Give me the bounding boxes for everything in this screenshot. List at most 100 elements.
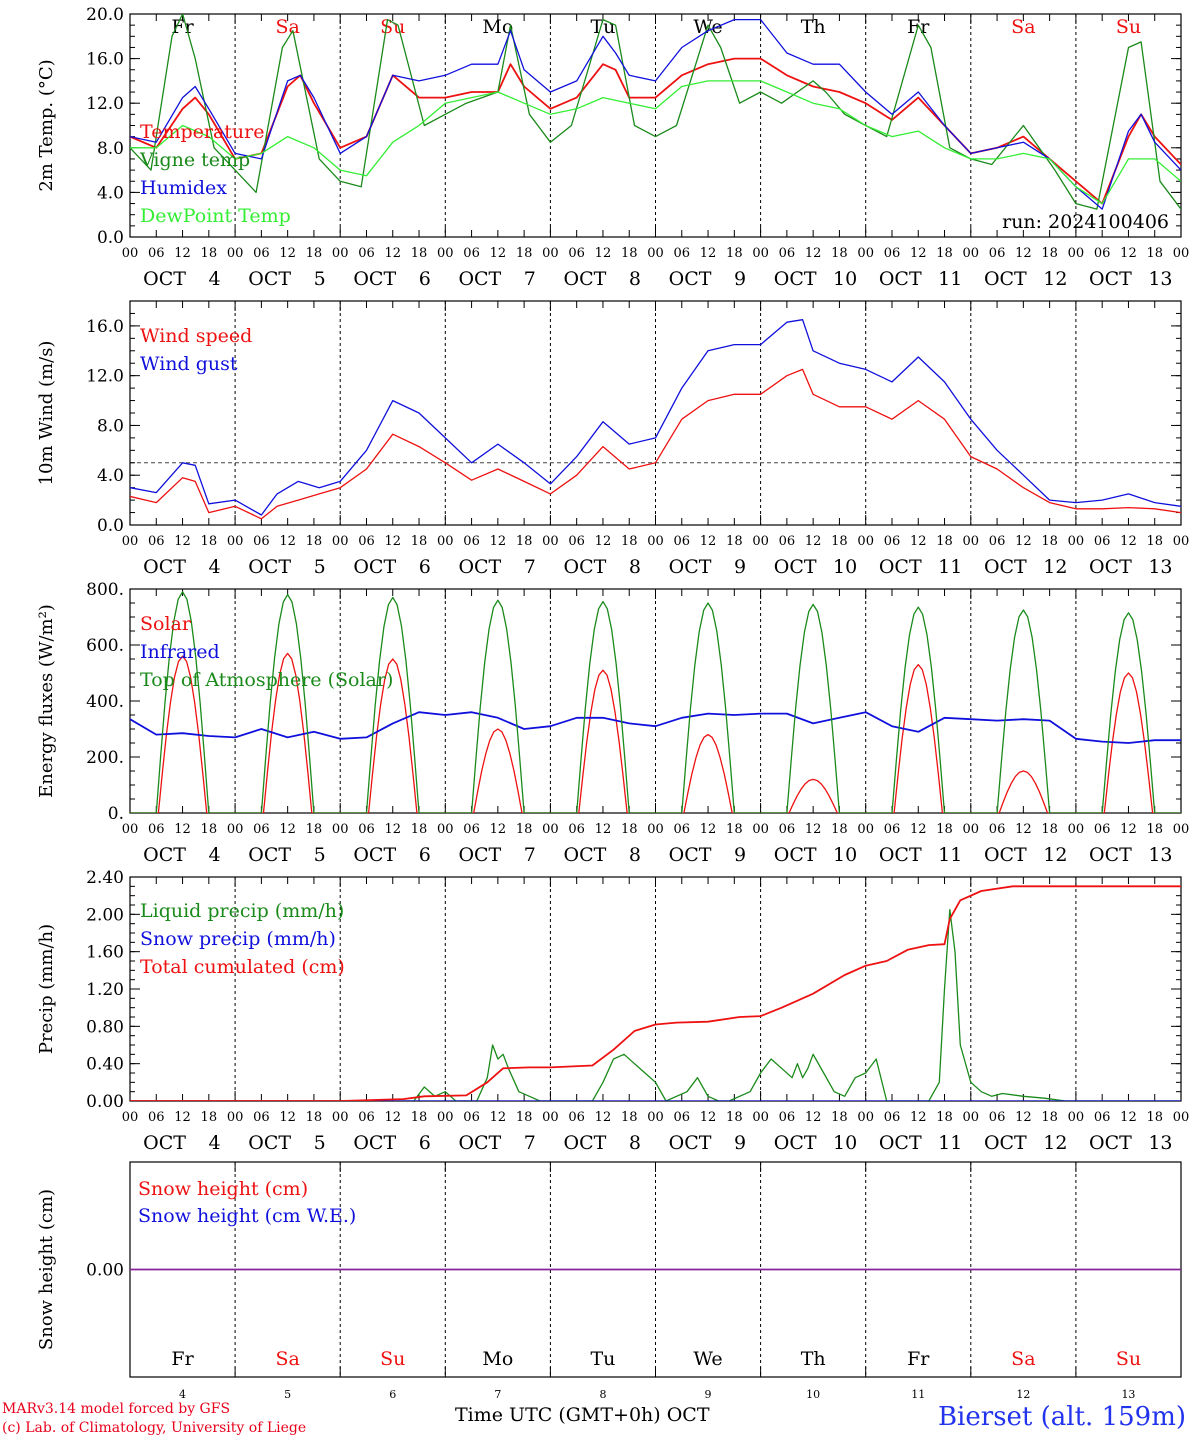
month-label: OCT (458, 1132, 501, 1154)
hour-tick-label: 06 (568, 822, 585, 837)
hour-tick-label: 06 (463, 534, 480, 549)
hour-tick-label: 18 (936, 534, 953, 549)
day-number-label: 13 (1148, 1132, 1172, 1154)
hour-tick-label: 18 (516, 246, 533, 261)
day-number-label: 10 (833, 1132, 857, 1154)
hour-tick-label: 18 (411, 822, 428, 837)
day-number-label: 12 (1016, 1388, 1030, 1401)
hour-tick-label: 12 (1015, 822, 1032, 837)
hour-tick-label: 18 (516, 822, 533, 837)
hour-tick-label: 18 (936, 246, 953, 261)
hour-tick-label: 18 (1041, 1110, 1058, 1125)
weekday-label: Su (1116, 1348, 1141, 1370)
weekday-label: Mo (482, 16, 513, 38)
hour-tick-label: 00 (647, 822, 664, 837)
weekday-label: Sa (1011, 1348, 1035, 1370)
hour-tick-label: 12 (490, 1110, 507, 1125)
day-number-label: 7 (524, 556, 536, 578)
y-tick-label: 0.0 (97, 228, 124, 248)
weekday-label: Sa (1011, 16, 1035, 38)
month-label: OCT (353, 844, 396, 866)
series-line-3 (130, 591, 1181, 813)
hour-tick-label: 12 (595, 246, 612, 261)
month-label: OCT (143, 268, 186, 290)
month-label: OCT (353, 1132, 396, 1154)
hour-tick-label: 12 (490, 246, 507, 261)
month-label: OCT (774, 268, 817, 290)
day-number-label: 11 (938, 556, 962, 578)
hour-tick-label: 00 (963, 1110, 980, 1125)
y-axis-label: Precip (mm/h) (36, 924, 57, 1054)
hour-tick-label: 00 (542, 246, 559, 261)
month-label: OCT (1089, 1132, 1132, 1154)
hour-tick-label: 18 (936, 822, 953, 837)
hour-tick-label: 00 (857, 822, 874, 837)
hour-tick-label: 12 (700, 534, 717, 549)
day-number-label: 6 (419, 844, 431, 866)
series-line-3 (130, 18, 1181, 210)
hour-tick-label: 12 (1015, 1110, 1032, 1125)
y-tick-label: 0. (108, 804, 124, 824)
hour-tick-label: 18 (201, 246, 218, 261)
hour-tick-label: 00 (1068, 534, 1085, 549)
hour-tick-label: 12 (384, 246, 401, 261)
hour-tick-label: 06 (463, 246, 480, 261)
hour-tick-label: 00 (647, 246, 664, 261)
panel-1: 0.0 4.0 8.0 12.0 16.0 20.0 2m Temp. (°C) 00 06 12… (36, 5, 1189, 290)
month-label: OCT (143, 1132, 186, 1154)
y-tick-label: 16.0 (86, 317, 124, 337)
panel-5: 0.00 Snow height (cm) 4 5 6 7 8 9 10 11 12 13 Fr Sa Su… (36, 1161, 1182, 1401)
hour-tick-label: 12 (910, 1110, 927, 1125)
weekday-label: Su (380, 1348, 405, 1370)
hour-tick-label: 06 (463, 1110, 480, 1125)
month-label: OCT (143, 844, 186, 866)
hour-tick-label: 00 (857, 246, 874, 261)
hour-tick-label: 06 (148, 1110, 165, 1125)
hour-tick-label: 00 (1068, 822, 1085, 837)
hour-tick-label: 18 (621, 822, 638, 837)
month-label: OCT (1089, 268, 1132, 290)
hour-tick-label: 06 (884, 534, 901, 549)
hour-tick-label: 12 (279, 822, 296, 837)
day-number-label: 4 (209, 556, 221, 578)
month-label: OCT (143, 556, 186, 578)
hour-tick-label: 00 (437, 822, 454, 837)
day-number-label: 9 (734, 844, 746, 866)
hour-tick-label: 06 (568, 246, 585, 261)
weekday-label: Th (801, 1348, 826, 1370)
day-number-label: 4 (209, 844, 221, 866)
hour-tick-label: 12 (384, 1110, 401, 1125)
day-number-label: 5 (284, 1388, 291, 1401)
hour-tick-label: 00 (963, 822, 980, 837)
hour-tick-label: 18 (411, 1110, 428, 1125)
hour-tick-label: 06 (1094, 1110, 1111, 1125)
hour-tick-label: 18 (201, 534, 218, 549)
day-number-label: 9 (734, 1132, 746, 1154)
hour-tick-label: 06 (674, 246, 691, 261)
weekday-label: Th (801, 16, 826, 38)
weekday-label: Su (1116, 16, 1141, 38)
hour-tick-label: 12 (1015, 246, 1032, 261)
hour-tick-label: 00 (332, 534, 349, 549)
hour-tick-label: 00 (227, 534, 244, 549)
hour-tick-label: 06 (884, 822, 901, 837)
y-tick-label: 12.0 (86, 367, 124, 387)
hour-tick-label: 00 (227, 822, 244, 837)
day-number-label: 5 (314, 556, 326, 578)
hour-tick-label: 00 (542, 822, 559, 837)
weekday-label: Sa (275, 1348, 299, 1370)
hour-tick-label: 06 (358, 822, 375, 837)
day-number-label: 9 (734, 268, 746, 290)
legend-entry: Wind speed (140, 325, 252, 347)
hour-tick-label: 00 (1173, 1110, 1190, 1125)
hour-tick-label: 12 (279, 534, 296, 549)
hour-tick-label: 12 (910, 246, 927, 261)
day-number-label: 7 (524, 844, 536, 866)
y-tick-label: 4.0 (97, 183, 124, 203)
hour-tick-label: 00 (122, 246, 139, 261)
hour-tick-label: 06 (358, 534, 375, 549)
hour-tick-label: 12 (595, 534, 612, 549)
month-label: OCT (984, 844, 1027, 866)
hour-tick-label: 18 (1146, 534, 1163, 549)
month-label: OCT (1089, 844, 1132, 866)
